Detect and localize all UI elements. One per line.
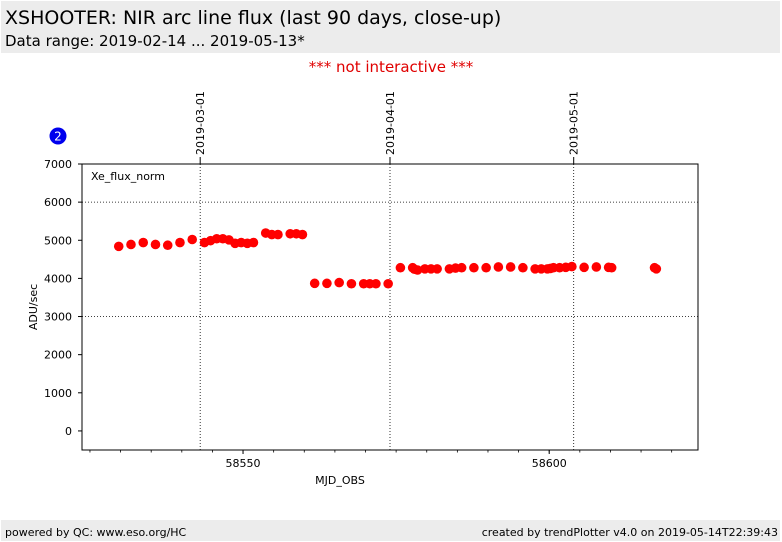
data-point	[113, 241, 124, 252]
data-point	[493, 262, 504, 272]
data-point	[651, 264, 662, 274]
header-bar: XSHOOTER: NIR arc line flux (last 90 day…	[1, 1, 780, 53]
data-point	[309, 278, 320, 289]
data-point	[567, 261, 577, 272]
footer-created-by: created by trendPlotter v4.0 on 2019-05-…	[481, 526, 778, 539]
x-axis-label: MJD_OBS	[315, 474, 365, 487]
data-point	[162, 240, 173, 251]
plot-number-label: 2	[54, 130, 62, 144]
data-point	[469, 262, 479, 273]
data-point	[187, 234, 198, 245]
y-tick-label: 2000	[44, 349, 72, 362]
data-point	[518, 262, 528, 273]
data-point	[297, 229, 308, 240]
data-point	[138, 237, 149, 248]
y-tick-label: 7000	[44, 158, 72, 171]
series-label: Xe_flux_norm	[91, 170, 165, 183]
data-point	[126, 239, 136, 250]
y-tick-label: 5000	[44, 234, 72, 247]
data-point	[481, 262, 491, 273]
data-point	[371, 278, 381, 289]
date-label: 2019-03-01	[194, 91, 207, 155]
data-point	[395, 262, 406, 273]
y-tick-label: 4000	[44, 272, 72, 285]
data-point	[322, 278, 332, 289]
data-point	[432, 264, 442, 274]
data-point	[175, 237, 185, 248]
data-point	[591, 262, 602, 272]
plot-frame	[81, 163, 699, 451]
footer-powered-by: powered by QC: www.eso.org/HC	[5, 526, 187, 539]
data-point	[505, 262, 516, 272]
data-point	[606, 262, 617, 273]
data-point	[456, 262, 467, 273]
x-tick-label: 58550	[226, 457, 261, 470]
data-point	[412, 265, 423, 275]
footer-bar: powered by QC: www.eso.org/HC created by…	[1, 520, 780, 541]
data-point	[346, 278, 357, 289]
data-range-subtitle: Data range: 2019-02-14 ... 2019-05-13*	[5, 32, 305, 50]
plot-number-badge	[49, 127, 67, 145]
data-point	[273, 229, 283, 240]
y-axis-label: ADU/sec	[27, 284, 40, 330]
page-title: XSHOOTER: NIR arc line flux (last 90 day…	[5, 7, 502, 29]
data-point	[334, 277, 344, 288]
date-label: 2019-05-01	[568, 91, 581, 155]
not-interactive-notice: *** not interactive ***	[308, 58, 474, 76]
x-tick-label: 58600	[532, 457, 567, 470]
data-point	[248, 237, 259, 248]
y-tick-label: 6000	[44, 196, 72, 209]
y-tick-label: 1000	[44, 387, 72, 400]
data-point	[579, 262, 589, 273]
date-label: 2019-04-01	[384, 91, 397, 155]
y-tick-label: 0	[65, 425, 72, 438]
data-point	[150, 239, 161, 250]
y-tick-label: 3000	[44, 311, 72, 324]
data-point	[383, 278, 393, 289]
